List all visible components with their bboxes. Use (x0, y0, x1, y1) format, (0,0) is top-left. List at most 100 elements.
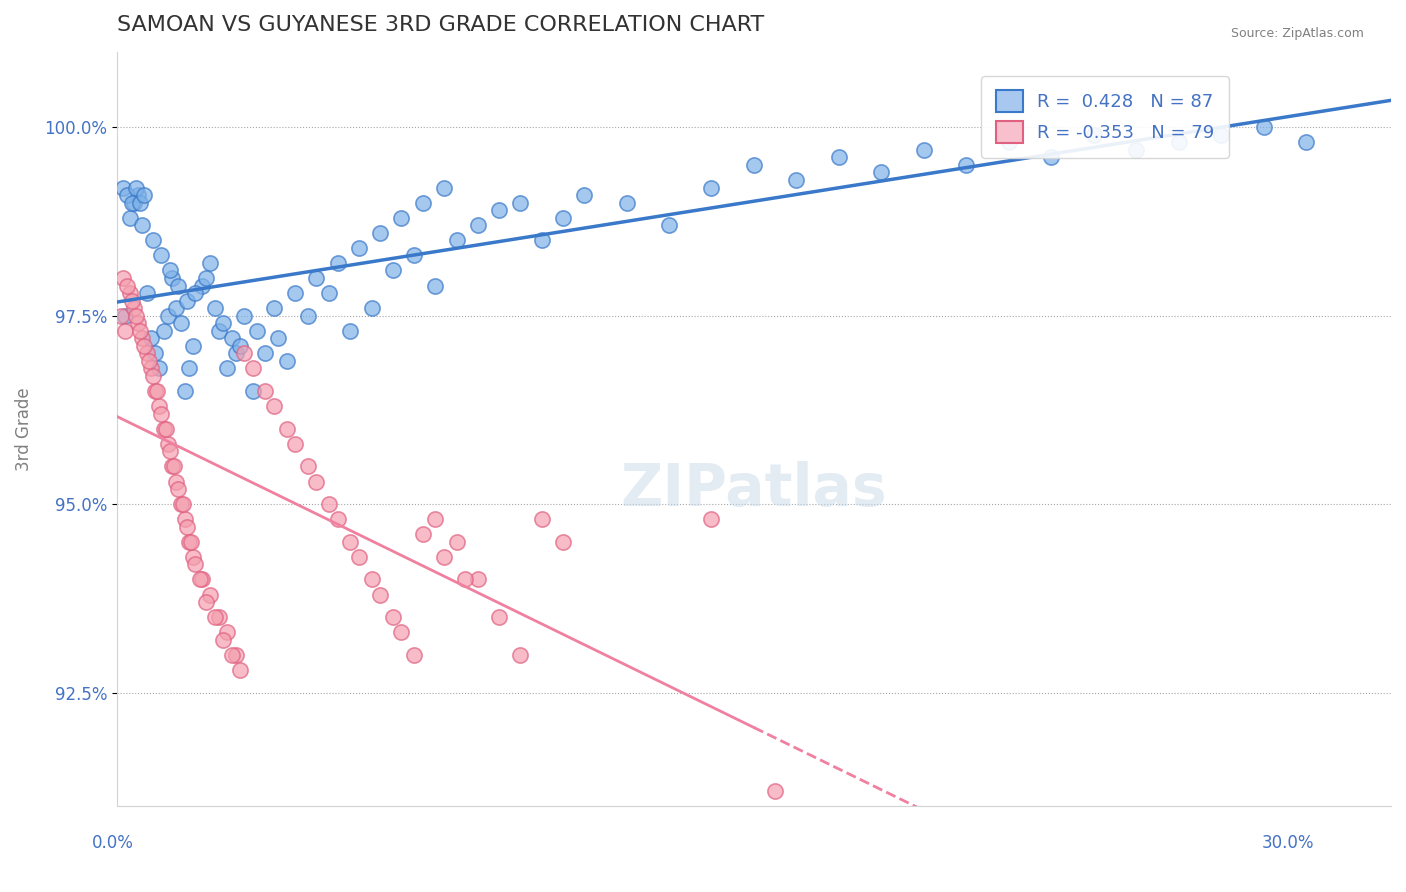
Samoans (254, 346, 277, 360)
Samoans (200, 256, 222, 270)
Guyanese (381, 610, 404, 624)
Guyanese (176, 520, 198, 534)
Guyanese (159, 444, 181, 458)
Guyanese (763, 783, 786, 797)
Guyanese (152, 422, 174, 436)
Guyanese (360, 573, 382, 587)
Samoans (404, 248, 426, 262)
Samoans (381, 263, 404, 277)
Samoans (446, 233, 468, 247)
Guyanese (326, 512, 349, 526)
Samoans (263, 301, 285, 315)
Samoans (217, 361, 239, 376)
Guyanese (284, 437, 307, 451)
Samoans (389, 211, 412, 225)
Samoans (509, 195, 531, 210)
Samoans (1083, 128, 1105, 142)
Samoans (122, 195, 145, 210)
Samoans (1211, 128, 1233, 142)
Samoans (135, 286, 157, 301)
Guyanese (180, 534, 202, 549)
Samoans (204, 301, 226, 315)
Samoans (1040, 150, 1063, 164)
Samoans (658, 218, 681, 232)
Guyanese (135, 346, 157, 360)
Guyanese (208, 610, 231, 624)
Samoans (121, 195, 143, 210)
Samoans (225, 346, 247, 360)
Samoans (530, 233, 553, 247)
Samoans (433, 180, 456, 194)
Samoans (114, 309, 136, 323)
Samoans (160, 271, 183, 285)
Guyanese (454, 573, 477, 587)
Guyanese (167, 482, 190, 496)
Guyanese (138, 354, 160, 368)
Samoans (785, 173, 807, 187)
Guyanese (188, 573, 211, 587)
Samoans (191, 278, 214, 293)
Text: Source: ZipAtlas.com: Source: ZipAtlas.com (1230, 27, 1364, 40)
Guyanese (155, 422, 177, 436)
Guyanese (217, 625, 239, 640)
Samoans (1125, 143, 1147, 157)
Samoans (347, 241, 370, 255)
Samoans (467, 218, 489, 232)
Guyanese (339, 534, 361, 549)
Guyanese (139, 361, 162, 376)
Guyanese (276, 422, 298, 436)
Samoans (117, 188, 139, 202)
Text: 30.0%: 30.0% (1263, 834, 1315, 852)
Y-axis label: 3rd Grade: 3rd Grade (15, 387, 32, 471)
Samoans (156, 309, 179, 323)
Samoans (131, 218, 153, 232)
Samoans (152, 324, 174, 338)
Guyanese (184, 558, 207, 572)
Guyanese (121, 293, 143, 308)
Text: SAMOAN VS GUYANESE 3RD GRADE CORRELATION CHART: SAMOAN VS GUYANESE 3RD GRADE CORRELATION… (117, 15, 763, 35)
Samoans (143, 346, 166, 360)
Guyanese (156, 437, 179, 451)
Guyanese (263, 399, 285, 413)
Samoans (551, 211, 574, 225)
Samoans (208, 324, 231, 338)
Samoans (412, 195, 434, 210)
Samoans (267, 331, 290, 345)
Samoans (159, 263, 181, 277)
Guyanese (125, 309, 148, 323)
Samoans (572, 188, 595, 202)
Guyanese (467, 573, 489, 587)
Guyanese (118, 286, 141, 301)
Guyanese (212, 632, 235, 647)
Guyanese (254, 384, 277, 398)
Samoans (246, 324, 269, 338)
Samoans (127, 188, 149, 202)
Samoans (700, 180, 723, 194)
Samoans (828, 150, 851, 164)
Samoans (125, 180, 148, 194)
Samoans (1253, 120, 1275, 135)
Guyanese (110, 309, 132, 323)
Samoans (276, 354, 298, 368)
Guyanese (173, 512, 195, 526)
Samoans (195, 271, 218, 285)
Guyanese (297, 459, 319, 474)
Legend: R =  0.428   N = 87, R = -0.353   N = 79: R = 0.428 N = 87, R = -0.353 N = 79 (981, 76, 1229, 158)
Guyanese (412, 527, 434, 541)
Guyanese (404, 648, 426, 662)
Guyanese (131, 331, 153, 345)
Guyanese (114, 324, 136, 338)
Guyanese (225, 648, 247, 662)
Samoans (955, 158, 977, 172)
Samoans (177, 361, 200, 376)
Samoans (233, 309, 256, 323)
Guyanese (112, 271, 135, 285)
Samoans (368, 226, 391, 240)
Samoans (318, 286, 340, 301)
Samoans (142, 233, 165, 247)
Guyanese (191, 573, 214, 587)
Samoans (1167, 136, 1189, 150)
Guyanese (181, 549, 204, 564)
Samoans (169, 316, 191, 330)
Guyanese (389, 625, 412, 640)
